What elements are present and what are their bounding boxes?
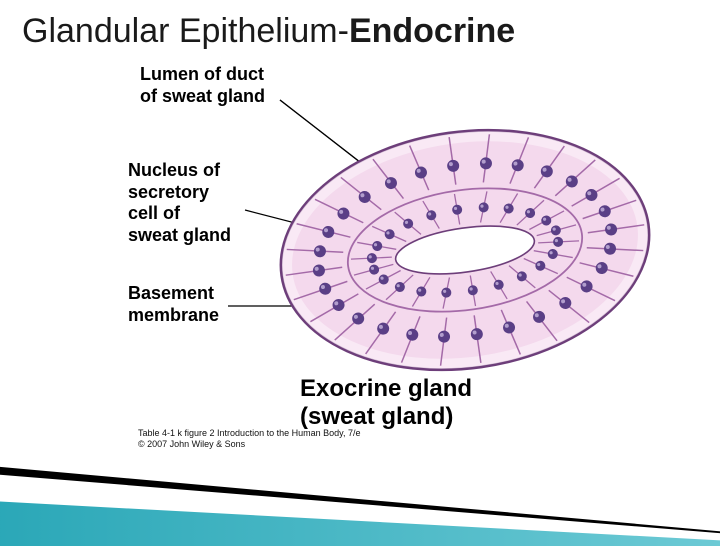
title-bold: Endocrine xyxy=(349,12,515,50)
label-basement: Basement membrane xyxy=(128,283,219,326)
caption-exocrine: Exocrine gland (sweat gland) xyxy=(300,375,472,430)
page-title: Glandular Epithelium-Endocrine xyxy=(22,12,515,51)
label-nucleus-l2: secretory xyxy=(128,182,209,202)
label-nucleus-l3: cell of xyxy=(128,203,180,223)
copyright: Table 4-1 k figure 2 Introduction to the… xyxy=(138,428,360,450)
gland-svg xyxy=(270,120,660,380)
label-nucleus-l1: Nucleus of xyxy=(128,160,220,180)
label-nucleus: Nucleus of secretory cell of sweat gland xyxy=(128,160,231,246)
copyright-l1: Table 4-1 k figure 2 Introduction to the… xyxy=(138,428,360,438)
caption-l2: (sweat gland) xyxy=(300,403,453,430)
copyright-l2: © 2007 John Wiley & Sons xyxy=(138,439,245,449)
label-lumen: Lumen of duct of sweat gland xyxy=(140,64,265,107)
gland-diagram xyxy=(270,120,660,380)
title-prefix: Glandular Epithelium- xyxy=(22,12,349,50)
label-lumen-l2: of sweat gland xyxy=(140,86,265,106)
label-lumen-l1: Lumen of duct xyxy=(140,64,264,84)
label-basement-l2: membrane xyxy=(128,305,219,325)
label-nucleus-l4: sweat gland xyxy=(128,225,231,245)
label-basement-l1: Basement xyxy=(128,283,214,303)
